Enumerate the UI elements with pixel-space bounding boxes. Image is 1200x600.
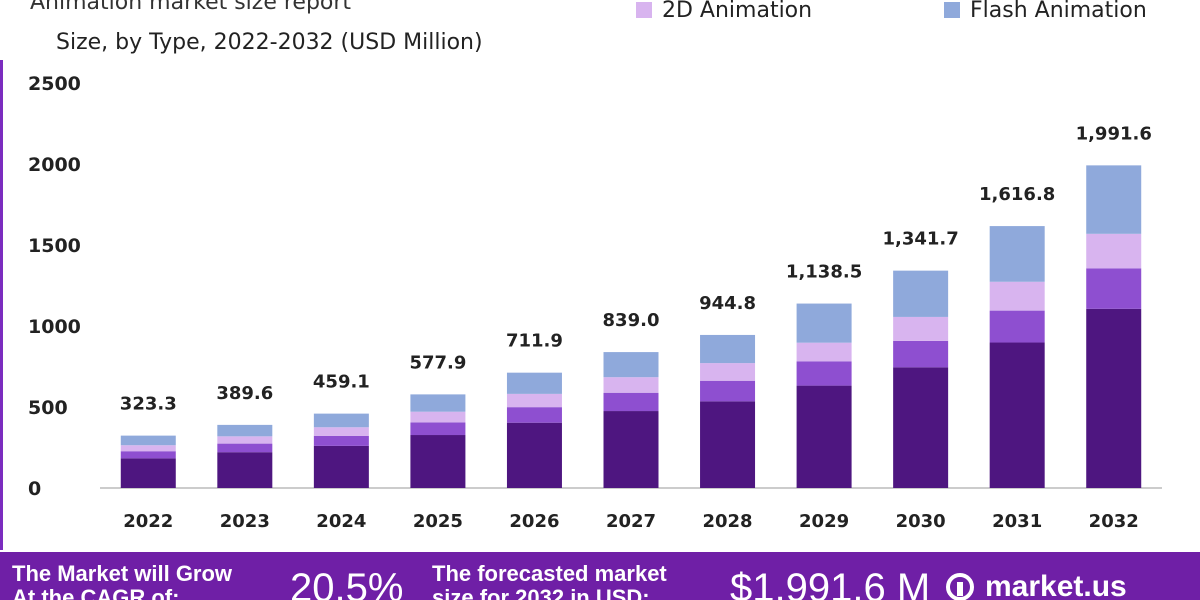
bar-total-label: 1,616.8: [979, 184, 1055, 205]
bar-total-label: 1,341.7: [882, 229, 958, 250]
bar-segment: [506, 422, 562, 488]
bar-segment: [410, 422, 466, 436]
bar-segment: [989, 342, 1045, 488]
bar-segment: [700, 363, 756, 381]
x-tick-label: 2023: [220, 511, 270, 532]
x-tick-label: 2027: [606, 511, 656, 532]
bar-segment: [1086, 165, 1142, 234]
market-us-logo-icon: [946, 573, 974, 600]
bar-segment: [893, 367, 949, 488]
bar-segment: [120, 435, 176, 446]
stacked-bar-chart: 0 500 1000 1500 2000 2500 323.3 2022 389.6 2023 45…: [28, 73, 1162, 532]
bar-segment: [603, 392, 659, 412]
bar-segment: [796, 361, 852, 386]
bar-segment: [410, 394, 466, 412]
bar-total-label: 711.9: [506, 331, 563, 352]
bar-segment: [989, 281, 1045, 311]
bar-segment: [217, 424, 273, 437]
bar-segment: [989, 226, 1045, 282]
chart-subtitle: Size, by Type, 2022-2032 (USD Million): [56, 30, 483, 55]
bar-segment: [506, 372, 562, 394]
bar-segment: [313, 435, 369, 446]
bar-segment: [313, 427, 369, 436]
bar-segment: [1086, 308, 1142, 488]
x-tick-label: 2030: [896, 511, 946, 532]
bar-segment: [120, 451, 176, 459]
bar-total-label: 459.1: [313, 372, 370, 393]
y-tick-label: 0: [28, 478, 41, 500]
chart-title-line-1: Animation market size report: [30, 0, 352, 15]
bar-segment: [120, 458, 176, 488]
bar-segment: [217, 436, 273, 444]
bar-segment: [893, 270, 949, 317]
bar-segment: [893, 316, 949, 341]
bar-segment: [120, 445, 176, 452]
bar-segment: [700, 334, 756, 364]
summary-banner: The Market will Grow At the CAGR of: 20.…: [0, 552, 1200, 600]
legend-item-2d-animation: 2D Animation: [636, 0, 813, 23]
bar-segment: [313, 413, 369, 428]
market-us-logo: market.us: [945, 570, 1127, 600]
y-tick-label: 1500: [28, 235, 81, 257]
y-tick-label: 1000: [28, 316, 81, 338]
left-frame-line: [0, 60, 3, 550]
bar-segment: [1086, 233, 1142, 269]
x-tick-label: 2029: [799, 511, 849, 532]
bar-total-label: 1,991.6: [1076, 123, 1152, 144]
x-tick-label: 2022: [123, 511, 173, 532]
legend-label-flash-animation: Flash Animation: [970, 0, 1147, 23]
bar-total-label: 389.6: [216, 383, 273, 404]
banner-cagr-value: 20.5%: [290, 566, 404, 600]
bar-segment: [796, 385, 852, 488]
legend-swatch-flash-animation: [944, 2, 960, 18]
bar-segment: [700, 401, 756, 488]
x-tick-label: 2028: [702, 511, 752, 532]
legend-label-2d-animation: 2D Animation: [662, 0, 813, 23]
legend-item-flash-animation: Flash Animation: [944, 0, 1147, 23]
bar-segment: [603, 352, 659, 378]
bar-total-label: 577.9: [409, 352, 466, 373]
bar-segment: [796, 303, 852, 343]
bar-segment: [893, 340, 949, 368]
bar-segment: [506, 393, 562, 408]
bar-segment: [603, 411, 659, 488]
banner-growth-text: The Market will Grow At the CAGR of:: [12, 561, 233, 600]
banner-forecast-value: $1,991.6 M: [730, 566, 931, 600]
x-tick-label: 2026: [509, 511, 559, 532]
bar-segment: [410, 411, 466, 423]
bar-segment: [410, 435, 466, 488]
bar-segment: [796, 342, 852, 362]
y-tick-label: 500: [28, 397, 68, 419]
banner-forecast-text: The forecasted market size for 2032 in U…: [432, 561, 667, 600]
bar-total-label: 323.3: [120, 394, 177, 415]
market-us-logo-text: market.us: [985, 570, 1127, 600]
bar-segment: [217, 452, 273, 488]
x-tick-label: 2025: [413, 511, 463, 532]
y-tick-label: 2000: [28, 154, 81, 176]
legend-swatch-2d-animation: [636, 2, 652, 18]
bar-segment: [1086, 268, 1142, 309]
y-tick-label: 2500: [28, 73, 81, 95]
bar-segment: [700, 380, 756, 402]
bar-segment: [313, 445, 369, 488]
bar-segment: [603, 377, 659, 393]
bar-total-label: 944.8: [699, 293, 756, 314]
bar-segment: [217, 443, 273, 453]
bar-total-label: 1,138.5: [786, 262, 862, 283]
bar-total-label: 839.0: [603, 310, 660, 331]
x-tick-label: 2024: [316, 511, 366, 532]
bar-segment: [506, 407, 562, 423]
x-tick-label: 2031: [992, 511, 1042, 532]
x-tick-label: 2032: [1089, 511, 1139, 532]
bar-segment: [989, 310, 1045, 343]
